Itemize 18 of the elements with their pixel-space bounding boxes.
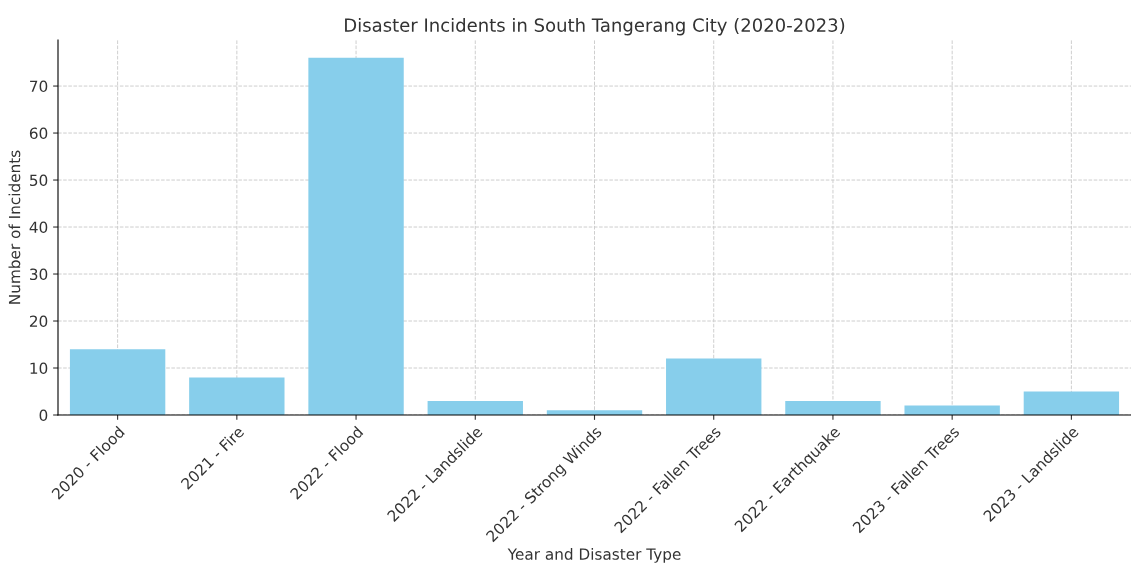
y-tick-label: 0 bbox=[39, 409, 48, 422]
bar bbox=[785, 400, 881, 415]
bar bbox=[666, 358, 762, 415]
y-tick-label: 70 bbox=[30, 80, 48, 93]
y-tick-label: 60 bbox=[29, 127, 48, 140]
bar bbox=[427, 400, 523, 415]
bar bbox=[308, 57, 404, 415]
y-tick-label: 20 bbox=[29, 315, 48, 328]
y-tick-label: 30 bbox=[30, 268, 48, 281]
y-axis-title: Number of Incidents bbox=[8, 150, 21, 304]
y-tick-label: 50 bbox=[30, 174, 48, 187]
bar bbox=[69, 349, 166, 415]
y-tick-label: 40 bbox=[29, 221, 48, 234]
chart-title: Disaster Incidents in South Tangerang City (2020-2023) bbox=[345, 17, 845, 36]
bar bbox=[189, 377, 285, 415]
y-tick-label: 10 bbox=[30, 362, 48, 375]
x-axis-title: Year and Disaster Type bbox=[507, 548, 681, 563]
bar bbox=[1023, 391, 1120, 415]
